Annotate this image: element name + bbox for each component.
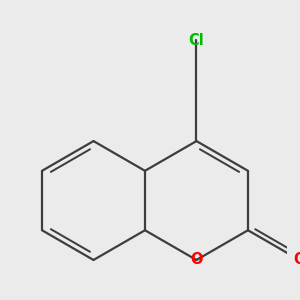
Text: O: O — [190, 253, 203, 268]
Text: Cl: Cl — [189, 32, 204, 47]
Text: O: O — [293, 253, 300, 268]
